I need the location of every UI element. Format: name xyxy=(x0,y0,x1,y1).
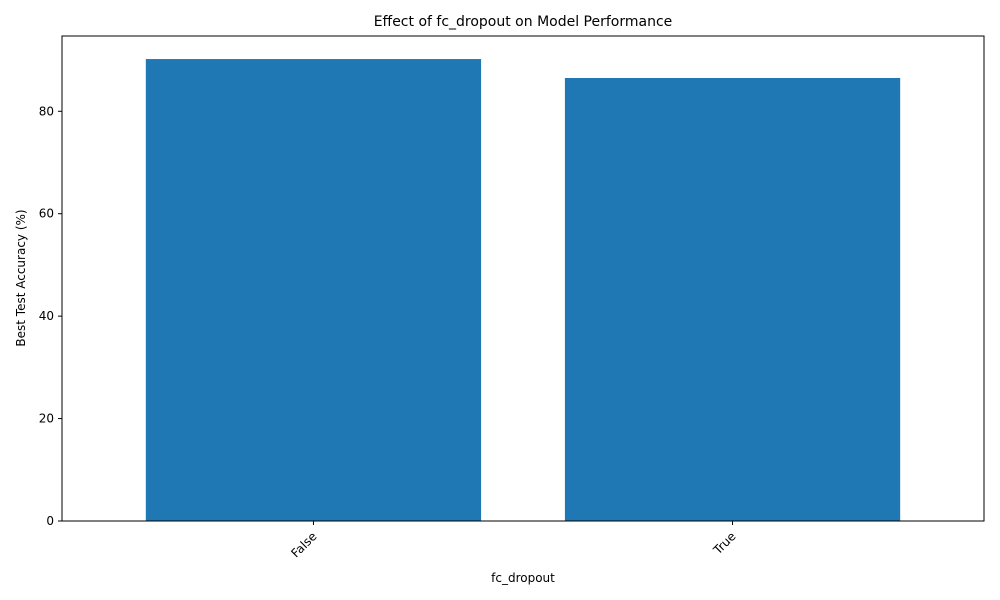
y-axis-ticks: 0 20 40 60 80 xyxy=(39,104,62,528)
y-axis-label: Best Test Accuracy (%) xyxy=(14,209,28,346)
bars-group xyxy=(145,59,901,522)
y-tick-label: 60 xyxy=(39,207,54,221)
plot-frame xyxy=(61,35,985,522)
bar-false xyxy=(145,59,482,522)
y-tick-label: 40 xyxy=(39,309,54,323)
chart-title: Effect of fc_dropout on Model Performanc… xyxy=(374,14,673,30)
y-tick-label: 20 xyxy=(39,412,54,426)
y-tick-label: 80 xyxy=(39,104,54,118)
y-tick-label: 0 xyxy=(46,514,54,528)
bar-true xyxy=(564,78,901,521)
x-axis-label: fc_dropout xyxy=(491,571,555,585)
